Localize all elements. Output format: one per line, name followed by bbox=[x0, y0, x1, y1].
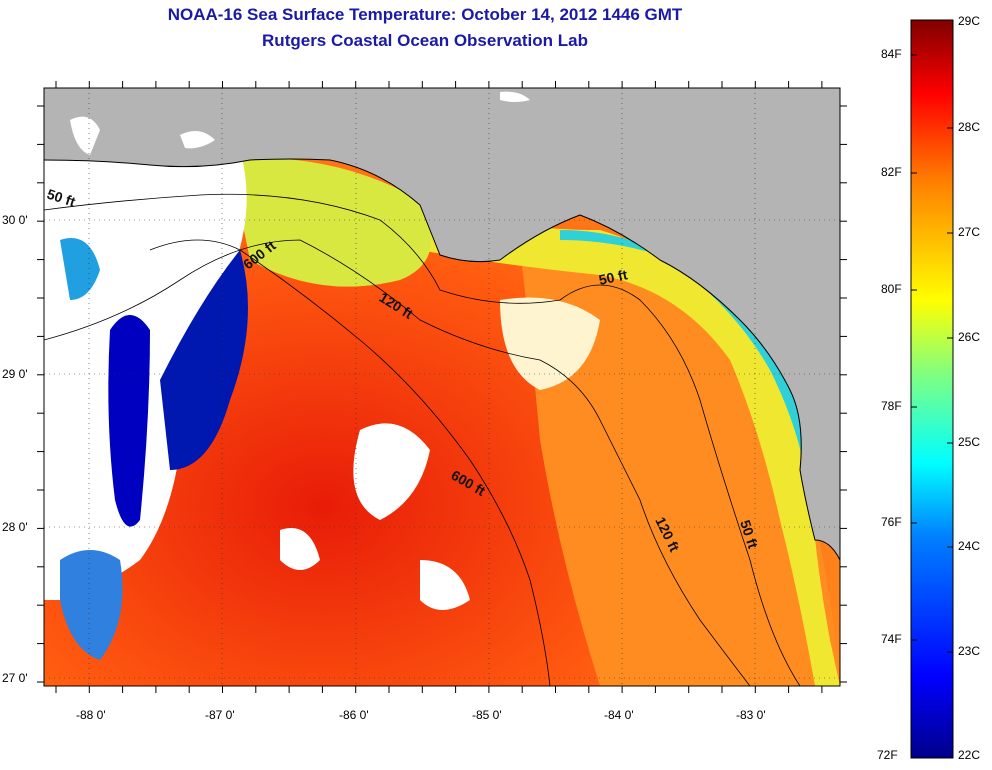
colorbar-f-label: 72F bbox=[877, 748, 898, 762]
map-title: NOAA-16 Sea Surface Temperature: October… bbox=[167, 5, 683, 24]
cool-water-patch bbox=[60, 238, 100, 300]
bay bbox=[70, 116, 100, 155]
cold-water-strip bbox=[108, 315, 150, 527]
lon-tick-label: -85 0' bbox=[472, 708, 502, 722]
cold-water-patch bbox=[160, 250, 248, 470]
colorbar-c-label: 23C bbox=[958, 644, 981, 658]
contour-label: 50 ft bbox=[597, 266, 629, 288]
land-mass bbox=[44, 88, 840, 560]
contour-600ft bbox=[149, 239, 551, 686]
cloud-patch bbox=[353, 423, 430, 520]
colorbar-f-label: 74F bbox=[881, 632, 902, 646]
colorbar bbox=[910, 19, 954, 759]
coastal-yellow-band bbox=[420, 210, 840, 686]
colorbar-ticks bbox=[911, 54, 953, 653]
colorbar-c-label: 29C bbox=[958, 14, 981, 28]
colorbar-c-label: 25C bbox=[958, 435, 981, 449]
colorbar-f-label: 80F bbox=[881, 282, 902, 296]
map-subtitle: Rutgers Coastal Ocean Observation Lab bbox=[262, 31, 588, 50]
contour-120ft bbox=[44, 239, 751, 686]
coastline bbox=[44, 158, 840, 561]
contour-50ft bbox=[44, 193, 801, 686]
lon-tick-label: -86 0' bbox=[339, 708, 369, 722]
cloud-patch bbox=[280, 528, 320, 570]
colorbar-c-label: 28C bbox=[958, 120, 981, 134]
cool-water-patch-south bbox=[60, 550, 123, 660]
lon-tick-label: -84 0' bbox=[604, 708, 634, 722]
lon-tick-label: -88 0' bbox=[76, 708, 106, 722]
lat-tick-label: 28 0' bbox=[2, 520, 28, 534]
lat-tick-label: 29 0' bbox=[2, 367, 28, 381]
coastal-cyan-strip bbox=[560, 230, 815, 470]
colorbar-f-label: 76F bbox=[881, 515, 902, 529]
colorbar-c-label: 22C bbox=[958, 748, 981, 762]
colorbar-f-label: 84F bbox=[881, 47, 902, 61]
colorbar-c-label: 24C bbox=[958, 539, 981, 553]
lon-tick-label: -83 0' bbox=[736, 708, 766, 722]
cloud-patch bbox=[420, 560, 470, 610]
north-green-region bbox=[230, 158, 432, 287]
colorbar-f-label: 82F bbox=[881, 165, 902, 179]
colorbar-c-label: 26C bbox=[958, 330, 981, 344]
colorbar-c-label: 27C bbox=[958, 225, 981, 239]
cloud-patch bbox=[500, 297, 600, 390]
inland-lake bbox=[500, 91, 530, 102]
bay bbox=[180, 131, 215, 149]
colorbar-f-label: 78F bbox=[881, 399, 902, 413]
lon-tick-label: -87 0' bbox=[205, 708, 235, 722]
map-axes: -88 0' -87 0' -86 0' -85 0' -84 0' -83 0… bbox=[2, 81, 847, 722]
lat-tick-label: 30 0' bbox=[2, 213, 28, 227]
map-frame bbox=[43, 87, 841, 687]
lat-tick-label: 27 0' bbox=[2, 671, 28, 685]
shelf-orange-region bbox=[520, 248, 840, 686]
map-plot-area: 50 ft 600 ft 120 ft 50 ft 600 ft 120 ft … bbox=[44, 88, 840, 686]
